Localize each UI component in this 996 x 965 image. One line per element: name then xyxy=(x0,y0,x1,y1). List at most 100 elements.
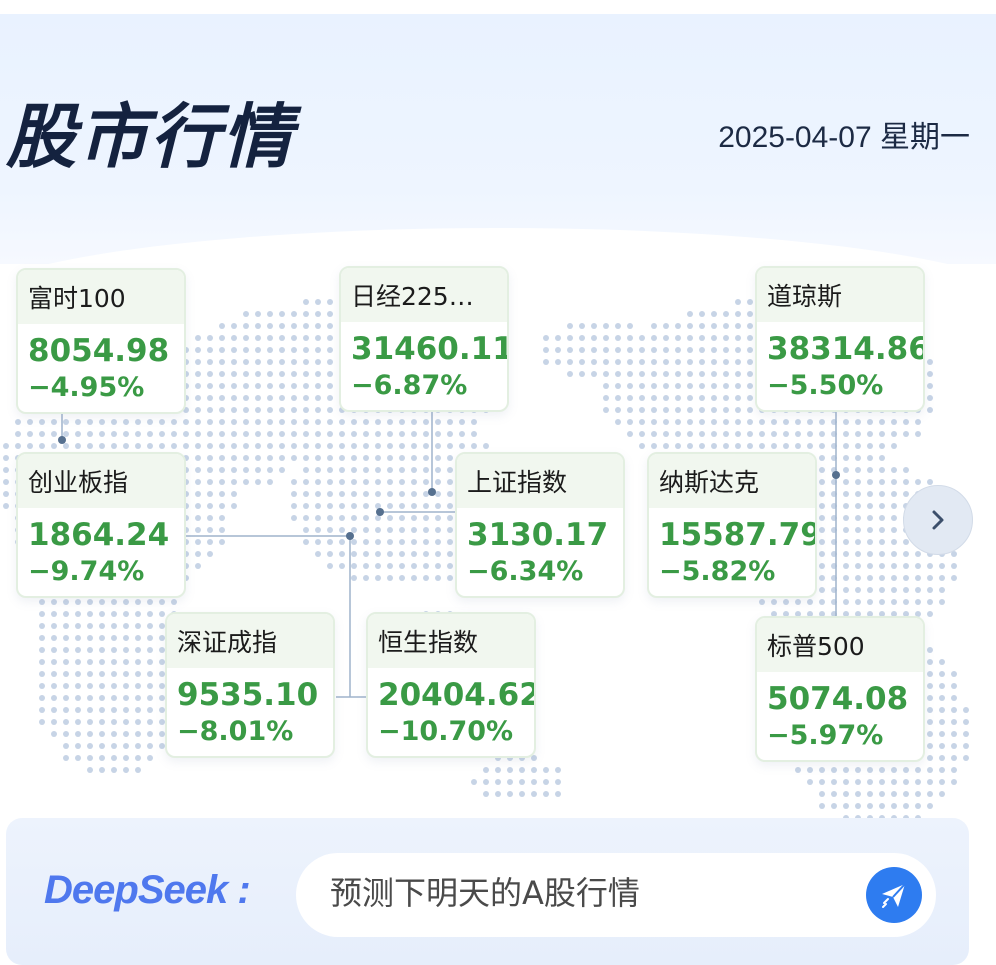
map-dot xyxy=(63,647,69,653)
map-dot xyxy=(639,431,645,437)
market-card-nasdaq[interactable]: 纳斯达克 15587.79 −5.82% xyxy=(647,452,817,598)
map-dot xyxy=(951,767,957,773)
map-dot xyxy=(135,695,141,701)
map-dot xyxy=(111,683,117,689)
market-card-chinext[interactable]: 创业板指 1864.24 −9.74% xyxy=(16,452,186,598)
next-page-button[interactable] xyxy=(903,485,973,555)
map-dot xyxy=(687,419,693,425)
map-dot xyxy=(411,479,417,485)
map-dot xyxy=(435,455,441,461)
map-dot xyxy=(399,491,405,497)
map-dot xyxy=(651,335,657,341)
map-dot xyxy=(711,359,717,365)
map-dot xyxy=(195,347,201,353)
map-dot xyxy=(819,527,825,533)
map-dot xyxy=(87,695,93,701)
prompt-text[interactable]: 预测下明天的A股行情 xyxy=(330,874,640,912)
map-dot xyxy=(903,767,909,773)
map-dot xyxy=(735,311,741,317)
map-dot xyxy=(279,347,285,353)
map-dot xyxy=(423,479,429,485)
deepseek-brand-label: DeepSeek : xyxy=(44,868,251,912)
map-dot xyxy=(135,635,141,641)
map-dot xyxy=(411,575,417,581)
market-name: 恒生指数 xyxy=(368,614,534,668)
map-dot xyxy=(699,419,705,425)
prompt-input[interactable] xyxy=(296,853,936,937)
market-card-dow-jones[interactable]: 道琼斯 38314.86 −5.50% xyxy=(755,266,925,412)
map-dot xyxy=(123,671,129,677)
map-dot xyxy=(207,515,213,521)
market-card-hang-seng[interactable]: 恒生指数 20404.62 −10.70% xyxy=(366,612,536,758)
map-dot xyxy=(219,479,225,485)
map-dot xyxy=(327,539,333,545)
map-dot xyxy=(15,419,21,425)
map-dot xyxy=(435,467,441,473)
market-card-shanghai-composite[interactable]: 上证指数 3130.17 −6.34% xyxy=(455,452,625,598)
map-dot xyxy=(99,707,105,713)
map-dot xyxy=(927,407,933,413)
market-value: 31460.11 xyxy=(351,331,509,367)
map-dot xyxy=(927,599,933,605)
map-dot xyxy=(567,347,573,353)
map-dot xyxy=(855,503,861,509)
map-dot xyxy=(375,527,381,533)
map-dot xyxy=(615,335,621,341)
map-dot xyxy=(411,467,417,473)
map-dot xyxy=(843,779,849,785)
map-dot xyxy=(687,407,693,413)
map-dot xyxy=(87,419,93,425)
map-dot xyxy=(891,611,897,617)
map-dot xyxy=(795,767,801,773)
map-dot xyxy=(879,515,885,521)
map-dot xyxy=(39,623,45,629)
map-dot xyxy=(867,599,873,605)
map-dot xyxy=(351,527,357,533)
map-dot xyxy=(735,419,741,425)
map-dot xyxy=(951,707,957,713)
map-dot xyxy=(219,335,225,341)
map-dot xyxy=(663,323,669,329)
map-dot xyxy=(627,323,633,329)
market-card-ftse100[interactable]: 富时100 8054.98 −4.95% xyxy=(16,268,186,414)
map-dot xyxy=(159,731,165,737)
map-dot xyxy=(627,347,633,353)
map-dot xyxy=(279,431,285,437)
map-dot xyxy=(195,383,201,389)
map-dot xyxy=(903,467,909,473)
map-dot xyxy=(435,443,441,449)
market-change: −5.97% xyxy=(767,720,884,751)
map-dot xyxy=(327,515,333,521)
map-dot xyxy=(627,395,633,401)
map-dot xyxy=(411,419,417,425)
send-button[interactable] xyxy=(866,867,922,923)
map-dot xyxy=(387,491,393,497)
map-dot xyxy=(927,359,933,365)
map-dot xyxy=(399,455,405,461)
map-dot xyxy=(927,803,933,809)
map-dot xyxy=(831,599,837,605)
map-dot xyxy=(507,791,513,797)
map-dot xyxy=(159,671,165,677)
market-card-nikkei225[interactable]: 日经225… 31460.11 −6.87% xyxy=(339,266,509,412)
map-dot xyxy=(651,395,657,401)
map-dot xyxy=(723,347,729,353)
map-dot xyxy=(87,743,93,749)
map-dot xyxy=(387,503,393,509)
map-dot xyxy=(303,383,309,389)
map-dot xyxy=(603,323,609,329)
market-card-shenzhen-component[interactable]: 深证成指 9535.10 −8.01% xyxy=(165,612,335,758)
map-dot xyxy=(699,443,705,449)
map-dot xyxy=(123,635,129,641)
map-dot xyxy=(303,335,309,341)
map-dot xyxy=(879,563,885,569)
map-dot xyxy=(267,323,273,329)
map-dot xyxy=(819,611,825,617)
market-card-sp500[interactable]: 标普500 5074.08 −5.97% xyxy=(755,616,925,762)
map-dot xyxy=(903,575,909,581)
map-dot xyxy=(387,551,393,557)
map-dot xyxy=(615,347,621,353)
map-dot xyxy=(423,551,429,557)
map-dot xyxy=(663,407,669,413)
map-dot xyxy=(135,443,141,449)
